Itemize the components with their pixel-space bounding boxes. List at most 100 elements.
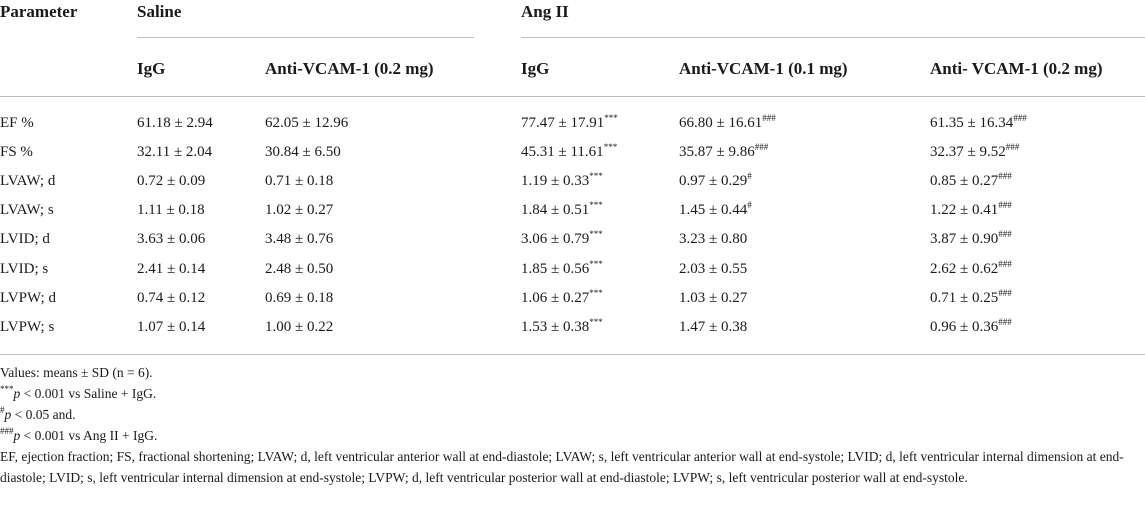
cell-value: 32.37 ± 9.52 (930, 144, 1006, 161)
row-parameter: FS % (0, 142, 33, 162)
cell-value: 45.31 ± 11.61 (521, 144, 604, 161)
table-row: LVPW; d 0.74 ± 0.12 0.69 ± 0.18 1.06 ± 0.27… (0, 288, 1145, 317)
cell-value: 0.71 ± 0.25 (930, 289, 999, 306)
significance-marker: *** (589, 258, 603, 269)
significance-marker: ### (998, 258, 1012, 269)
table-cell: 1.19 ± 0.33*** (521, 171, 603, 191)
footnote-1-marker: *** (0, 384, 14, 394)
cell-value: 35.87 ± 9.86 (679, 144, 755, 161)
subheader-saline-anti-vcam: Anti-VCAM-1 (0.2 mg) (265, 59, 434, 78)
row-parameter: LVID; s (0, 259, 48, 279)
cell-value: 0.74 ± 0.12 (137, 289, 206, 306)
significance-marker: ### (998, 287, 1012, 298)
cell-value: 3.48 ± 0.76 (265, 231, 334, 248)
cell-value: LVID; d (0, 231, 50, 248)
subheader-angii-anti-vcam-high: Anti- VCAM-1 (0.2 mg) (930, 59, 1103, 78)
table-cell: 61.18 ± 2.94 (137, 113, 213, 133)
footnote-3-marker: ### (0, 426, 14, 436)
table-cell: 1.53 ± 0.38*** (521, 317, 603, 337)
significance-marker: ### (1005, 142, 1020, 153)
cell-value: 3.63 ± 0.06 (137, 231, 206, 248)
footnote-1-p: p (13, 386, 21, 401)
cell-value: 3.06 ± 0.79 (521, 231, 590, 248)
table-cell: 1.11 ± 0.18 (137, 200, 205, 220)
table-cell: 35.87 ± 9.86### (679, 142, 768, 162)
cell-value: 1.11 ± 0.18 (137, 202, 205, 219)
cell-value: 3.23 ± 0.80 (679, 231, 748, 248)
footnote-values: Values: means ± SD (n = 6). (0, 365, 153, 380)
cell-value: 0.72 ± 0.09 (137, 173, 206, 190)
significance-marker: ### (998, 200, 1012, 211)
cell-value: 1.06 ± 0.27 (521, 289, 590, 306)
table-cell: 1.84 ± 0.51*** (521, 200, 603, 220)
table-row: LVID; s 2.41 ± 0.14 2.48 ± 0.50 1.85 ± 0.56… (0, 259, 1145, 288)
table-cell: 0.97 ± 0.29# (679, 171, 752, 191)
footnote-abbreviations: EF, ejection fraction; FS, fractional sh… (0, 449, 1124, 485)
header-rule (0, 96, 1145, 97)
table-row: LVID; d 3.63 ± 0.06 3.48 ± 0.76 3.06 ± 0.79… (0, 229, 1145, 258)
cell-value: 1.22 ± 0.41 (930, 202, 999, 219)
footnote-2-p: p (4, 407, 12, 422)
significance-marker: *** (589, 229, 603, 240)
table-row: LVAW; s 1.11 ± 0.18 1.02 ± 0.27 1.84 ± 0.51… (0, 200, 1145, 229)
row-parameter: LVAW; d (0, 171, 55, 191)
table-cell: 1.22 ± 0.41### (930, 200, 1012, 220)
table-cell: 0.72 ± 0.09 (137, 171, 205, 191)
footnote-1: ***p < 0.001 vs Saline + IgG. (0, 383, 1145, 404)
table-cell: 1.85 ± 0.56*** (521, 259, 603, 279)
table-cell: 1.03 ± 0.27 (679, 288, 747, 308)
table-cell: 1.07 ± 0.14 (137, 317, 205, 337)
cell-value: 1.45 ± 0.44 (679, 202, 748, 219)
cell-value: 3.87 ± 0.90 (930, 231, 999, 248)
significance-marker: ### (762, 113, 776, 123)
row-parameter: LVAW; s (0, 200, 54, 220)
cell-value: 0.71 ± 0.18 (265, 173, 334, 190)
cell-value: 1.00 ± 0.22 (265, 318, 334, 335)
footnote-2-marker: # (0, 405, 5, 415)
table-cell: 3.63 ± 0.06 (137, 229, 205, 249)
significance-marker: ### (998, 171, 1012, 182)
table-cell: 0.74 ± 0.12 (137, 288, 205, 308)
cell-value: 1.03 ± 0.27 (679, 289, 748, 306)
significance-marker: *** (603, 142, 618, 153)
angii-group-rule (521, 37, 1145, 38)
footnote-1-text: < 0.001 vs Saline + IgG. (20, 386, 157, 401)
significance-marker: ### (998, 229, 1012, 240)
cell-value: LVPW; s (0, 318, 55, 335)
table-cell: 1.45 ± 0.44# (679, 200, 752, 220)
table-cell: 2.41 ± 0.14 (137, 259, 205, 279)
cell-value: 2.48 ± 0.50 (265, 260, 334, 277)
bottom-rule (0, 354, 1145, 355)
table-cell: 1.06 ± 0.27*** (521, 288, 603, 308)
row-parameter: EF % (0, 113, 34, 133)
cell-value: 1.53 ± 0.38 (521, 318, 590, 335)
header-angii: Ang II (521, 2, 569, 21)
footnote-3-p: p (13, 428, 21, 443)
cell-value: 1.07 ± 0.14 (137, 318, 206, 335)
table-cell: 3.87 ± 0.90### (930, 229, 1012, 249)
cell-value: 1.19 ± 0.33 (521, 173, 590, 190)
cell-value: LVPW; d (0, 289, 56, 306)
cell-value: 66.80 ± 16.61 (679, 115, 763, 131)
cell-value: 30.84 ± 6.50 (265, 144, 341, 161)
table-row: EF % 61.18 ± 2.94 62.05 ± 12.96 77.47 ± 17.… (0, 113, 1145, 142)
table-cell: 3.06 ± 0.79*** (521, 229, 603, 249)
row-parameter: LVPW; d (0, 288, 56, 308)
cell-value: 0.96 ± 0.36 (930, 318, 999, 335)
table-cell: 2.62 ± 0.62### (930, 259, 1012, 279)
cell-value: FS % (0, 144, 33, 161)
table-cell: 0.69 ± 0.18 (265, 288, 333, 308)
table-cell: 61.35 ± 16.34### (930, 113, 1027, 133)
table-cell: 1.47 ± 0.38 (679, 317, 747, 337)
cell-value: 1.02 ± 0.27 (265, 202, 334, 219)
footnotes: Values: means ± SD (n = 6). ***p < 0.001… (0, 362, 1145, 488)
footnote-3: ###p < 0.001 vs Ang II + IgG. (0, 425, 1145, 446)
cell-value: 1.85 ± 0.56 (521, 260, 590, 277)
cell-value: 62.05 ± 12.96 (265, 115, 349, 131)
significance-marker: # (747, 200, 752, 211)
cell-value: LVID; s (0, 260, 49, 277)
table-cell: 2.48 ± 0.50 (265, 259, 333, 279)
saline-group-rule (137, 37, 474, 38)
table-cell: 30.84 ± 6.50 (265, 142, 341, 162)
table-cell: 77.47 ± 17.91*** (521, 113, 618, 133)
